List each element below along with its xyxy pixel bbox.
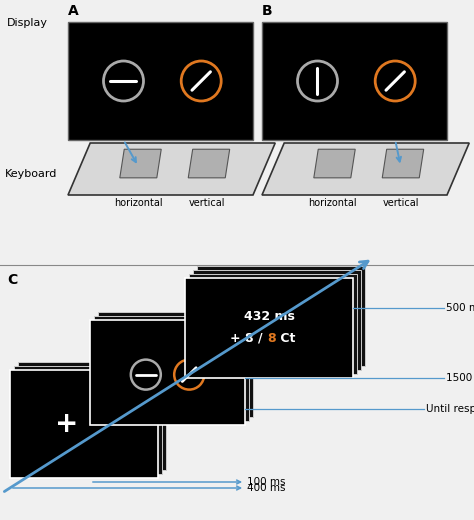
Text: Until response: Until response <box>426 404 474 414</box>
Bar <box>262 22 447 140</box>
Bar <box>193 270 361 370</box>
Bar <box>68 22 253 140</box>
Text: Ct: Ct <box>276 332 295 344</box>
Bar <box>18 362 166 470</box>
Bar <box>94 316 249 421</box>
Text: 432 ms: 432 ms <box>244 309 294 322</box>
Bar <box>185 278 353 378</box>
Text: vertical: vertical <box>189 198 225 208</box>
Text: 400 ms: 400 ms <box>247 483 285 493</box>
Bar <box>10 370 158 478</box>
Text: horizontal: horizontal <box>308 198 356 208</box>
Bar <box>90 320 245 425</box>
Text: Display: Display <box>7 18 48 28</box>
Polygon shape <box>382 149 424 178</box>
Bar <box>98 312 253 417</box>
Text: C: C <box>7 273 17 287</box>
Text: +: + <box>55 410 78 438</box>
Text: B: B <box>262 4 273 18</box>
Text: 100 ms: 100 ms <box>247 477 285 487</box>
Polygon shape <box>188 149 230 178</box>
Polygon shape <box>262 143 469 195</box>
Bar <box>14 366 162 474</box>
Polygon shape <box>120 149 161 178</box>
Text: 8: 8 <box>267 332 275 344</box>
Bar <box>189 274 357 374</box>
Text: A: A <box>68 4 79 18</box>
Polygon shape <box>68 143 275 195</box>
Text: Keyboard: Keyboard <box>5 169 57 179</box>
Text: 1500 ms: 1500 ms <box>446 373 474 383</box>
Polygon shape <box>314 149 355 178</box>
Text: + 8 /: + 8 / <box>230 332 267 344</box>
Text: vertical: vertical <box>383 198 419 208</box>
Text: 500 ms: 500 ms <box>446 303 474 313</box>
Text: horizontal: horizontal <box>114 198 163 208</box>
Bar <box>197 266 365 366</box>
